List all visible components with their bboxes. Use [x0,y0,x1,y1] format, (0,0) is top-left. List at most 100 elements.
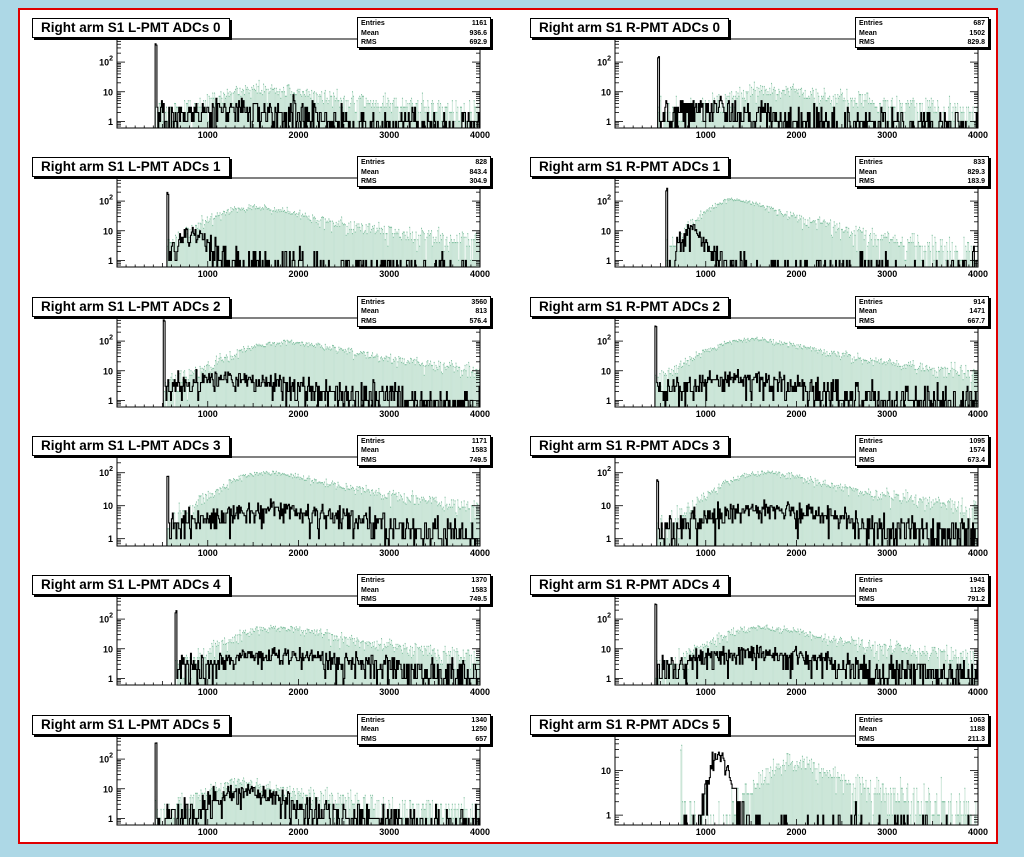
histogram-bin [916,246,918,268]
histogram-bin [357,121,359,128]
histogram-bin [777,342,779,407]
histogram-bin [839,96,841,128]
histogram-bin [425,365,427,407]
histogram-bin [253,346,255,407]
histogram-bin [911,100,913,128]
histogram-bin [730,342,732,407]
histogram-bin [460,242,462,268]
histogram-bin [830,235,833,268]
histogram-bin [703,212,706,268]
histogram-bin [760,206,762,268]
histogram-bin [928,370,930,407]
histogram-bin [749,84,751,128]
histogram-bin [411,362,414,407]
histogram-bin [872,246,874,268]
histogram-bin [243,208,245,268]
histogram-bin [801,88,803,128]
y-tick-label: 1 [108,117,113,127]
histogram-bin [451,100,453,128]
stats-label: RMS [361,39,377,46]
histogram-bin [372,226,374,268]
histogram-bin [424,239,426,268]
histogram-bin [219,353,221,407]
histogram-bin [841,353,843,407]
histogram-bin [264,346,266,407]
stats-label: RMS [859,317,875,325]
histogram-bin [877,112,879,128]
histogram-bin [761,339,763,407]
histogram-bin [163,400,165,407]
histogram-bin [424,366,426,407]
histogram-bin [379,360,381,407]
histogram-bin [738,339,740,407]
histogram-bin [346,226,348,268]
histogram-bin [341,348,343,407]
histogram-bin [872,103,874,128]
histogram-bin [467,376,469,407]
histogram-bin [771,341,773,407]
histogram-bin [974,260,976,268]
histogram-bin [804,90,806,128]
histogram-bin [379,112,381,128]
histogram-bin [747,202,749,268]
histogram-bin [254,90,257,128]
histogram-bin [198,107,200,128]
histogram-bin [312,344,314,407]
histogram-bin [859,227,861,268]
histogram-bin [418,112,420,128]
histogram-bin [363,351,365,407]
histogram-bin [851,233,853,268]
histogram-bin [344,349,346,407]
histogram-bin [172,522,174,546]
histogram-bin [807,347,809,407]
histogram-bin [445,369,447,407]
histogram-bin [805,225,807,268]
histogram-bin [973,121,975,128]
histogram-bin [853,100,855,128]
histogram-bin [827,98,829,128]
histogram-bin [205,112,208,128]
histogram-bin [843,355,845,407]
histogram-bin [938,370,941,407]
histogram-bin [199,98,201,128]
histogram-bin [397,107,399,128]
histogram-bin [429,112,431,128]
histogram-bin [784,94,786,128]
histogram-title: Right arm S1 R-PMT ADCs 2 [530,296,730,317]
histogram-bin [879,239,882,268]
histogram-bin [893,107,895,128]
histogram-bin [903,365,905,407]
histogram-bin [391,227,393,268]
histogram-bin [324,90,326,128]
histogram-bin [912,98,914,128]
histogram-bin [178,502,180,546]
histogram-bin [189,505,191,546]
histogram-bin [197,223,199,268]
histogram-bin [790,212,792,268]
histogram-bin [434,370,436,407]
y-tick-label: 1 [606,256,611,266]
histogram-bin [477,239,479,268]
histogram-bin [360,351,362,407]
stats-value: 576.4 [469,317,487,325]
histogram-bin [422,365,424,407]
histogram-bin [196,505,198,546]
histogram-bin [870,103,873,128]
histogram-bin [815,224,817,268]
histogram-bin [792,343,794,407]
histogram-bin [835,232,837,268]
histogram-bin [352,350,354,407]
histogram-bin [222,103,224,128]
stats-value: 667.7 [967,317,985,325]
histogram-bin [204,502,206,546]
histogram-bin [192,371,194,407]
histogram-bin [709,207,711,268]
histogram-bin [168,382,170,407]
histogram-bin [970,246,972,268]
histogram-bin [686,226,688,268]
histogram-bin [384,358,386,407]
histogram-bin [255,206,257,268]
histogram-bin [434,239,436,268]
histogram-bin [365,98,367,128]
